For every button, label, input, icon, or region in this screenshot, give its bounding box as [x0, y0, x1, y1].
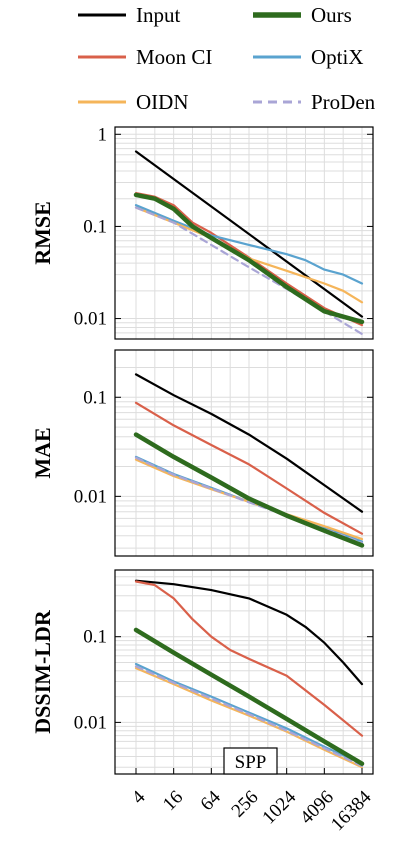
series-line-optix [134, 662, 364, 765]
legend-label-optix: OptiX [311, 45, 364, 69]
series-line-moon-ci [134, 580, 364, 737]
x-tick-label: 16 [159, 787, 187, 815]
series-line-ours [133, 192, 365, 325]
x-tick-label: 256 [228, 787, 263, 822]
plot-frame [114, 126, 374, 340]
series-line-oidn [134, 206, 364, 304]
y-tick-label: 0.1 [83, 216, 107, 237]
x-tick-label: 1024 [258, 786, 300, 828]
x-axis-label-box [223, 747, 278, 775]
y-axis-label: MAE [30, 427, 55, 478]
y-tick-label: 0.01 [74, 309, 107, 330]
legend-label-input: Input [136, 3, 180, 27]
x-axis-label-text: SPP [235, 752, 267, 773]
series-line-input [134, 373, 364, 513]
x-tick-label: 64 [197, 786, 226, 815]
y-tick-label: 0.01 [74, 712, 107, 733]
y-tick-label: 0.1 [83, 387, 107, 408]
series-line-input [134, 579, 364, 686]
y-axis-label: RMSE [30, 201, 55, 265]
series-line-proden [134, 456, 364, 544]
series-line-oidn [134, 666, 364, 769]
x-tick-label: 4 [128, 786, 150, 808]
x-tick-label: 16384 [327, 786, 376, 835]
plot-frame [114, 349, 374, 557]
series-line-proden [134, 665, 364, 768]
series-line-optix [134, 204, 364, 285]
legend-label-ours: Ours [311, 3, 352, 27]
x-axis-label: SPP [223, 747, 278, 775]
series-line-ours [133, 432, 365, 548]
y-tick-label: 0.1 [83, 627, 107, 648]
series-line-ours [133, 627, 365, 766]
panel-mae: 0.1 0.01 MAE [30, 349, 374, 557]
series-line-input [134, 150, 364, 318]
legend-label-oidn: OIDN [136, 90, 189, 114]
series-line-moon-ci [134, 192, 364, 327]
y-axis-label: DSSIM-LDR [30, 609, 55, 734]
panel-rmse: 1 0.1 0.01 RMSE [30, 124, 374, 340]
y-tick-label: 1 [98, 124, 108, 145]
legend: Input Ours Moon CI OptiX OIDN ProDen [78, 3, 376, 114]
series-line-moon-ci [134, 401, 364, 535]
legend-label-proden: ProDen [311, 90, 376, 114]
panel-dssim-ldr: 0.1 0.01 DSSIM-LDR [30, 569, 374, 775]
y-tick-label: 0.01 [74, 486, 107, 507]
legend-label-moon-ci: Moon CI [136, 45, 212, 69]
